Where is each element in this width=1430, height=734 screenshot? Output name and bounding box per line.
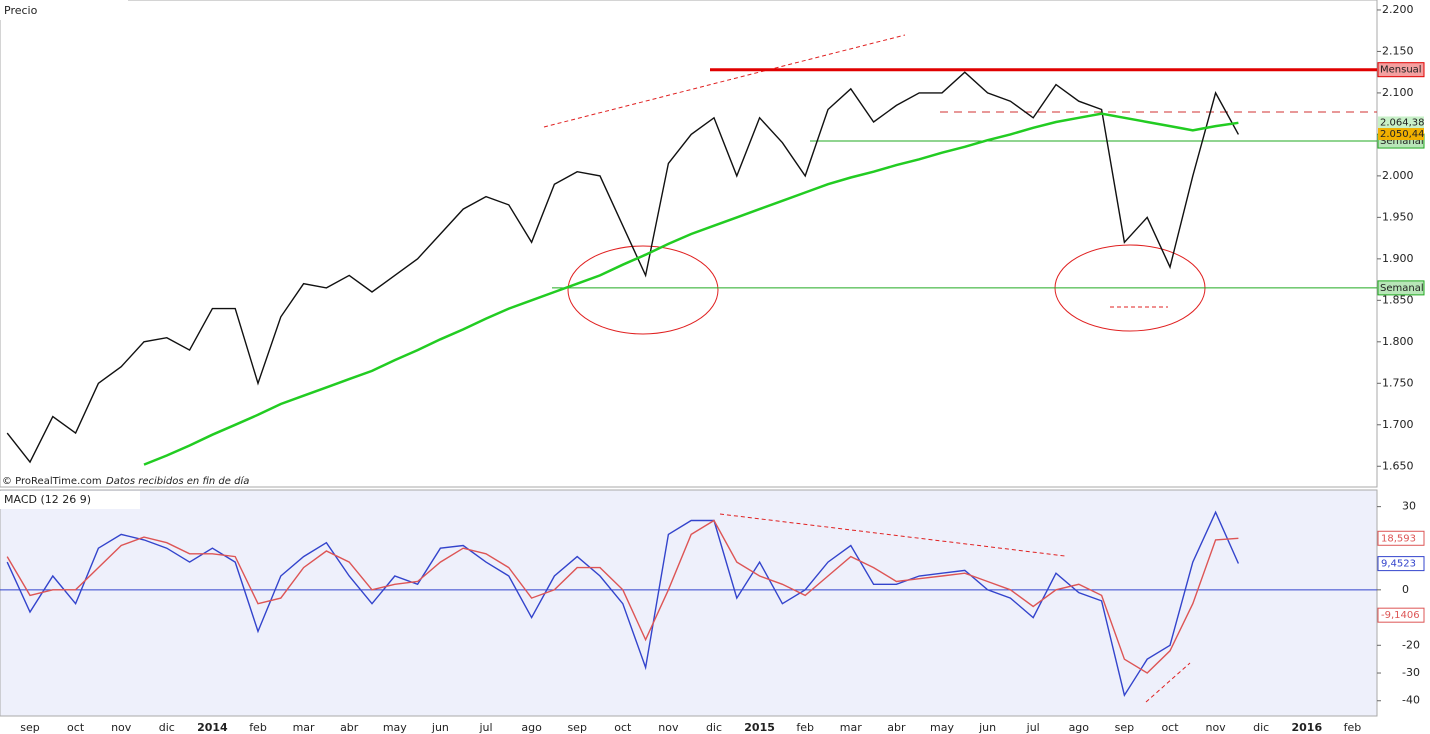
x-tick-label: abr [887, 721, 906, 734]
y-tick-label: 2.100 [1382, 86, 1414, 99]
y-tick-label: -30 [1402, 666, 1420, 679]
y-tick-label: 1.950 [1382, 210, 1414, 223]
level-label-box [1377, 280, 1425, 296]
x-tick-label: oct [1161, 721, 1179, 734]
x-tick-label: nov [111, 721, 132, 734]
level-label: Semanal [1380, 283, 1424, 294]
x-tick-label: feb [249, 721, 267, 734]
y-tick-label: 0 [1402, 583, 1409, 596]
macd-header [0, 491, 140, 509]
level-label-box [1377, 62, 1425, 78]
value-label-box [1377, 556, 1425, 572]
value-label: 18,593 [1381, 533, 1416, 544]
macd-line [6, 510, 1240, 697]
y-tick-label: 30 [1402, 500, 1416, 513]
x-tick-label: sep [567, 721, 586, 734]
x-tick-label: feb [796, 721, 814, 734]
y-tick-label: 1.650 [1382, 459, 1414, 472]
x-tick-label: dic [706, 721, 722, 734]
y-tick-label: 1.800 [1382, 335, 1414, 348]
x-tick-label: jun [431, 721, 449, 734]
signal-line [6, 519, 1239, 674]
price-label: 2.050,44 [1380, 129, 1425, 140]
x-tick-label: ago [521, 721, 542, 734]
x-tick-label: oct [67, 721, 85, 734]
x-tick-label: sep [20, 721, 39, 734]
x-tick-label: may [930, 721, 954, 734]
x-tick-label: 2014 [197, 721, 228, 734]
x-tick-label: 2015 [744, 721, 775, 734]
y-tick-label: 1.900 [1382, 252, 1414, 265]
x-tick-label: oct [614, 721, 632, 734]
price-label-box [1378, 116, 1424, 129]
x-tick-label: jul [1026, 721, 1040, 734]
x-tick-label: abr [340, 721, 359, 734]
arrow [1145, 662, 1191, 703]
y-tick-label: -20 [1402, 638, 1420, 651]
level-label: Semanal [1380, 136, 1424, 147]
x-tick-label: ago [1069, 721, 1090, 734]
x-tick-label: 2016 [1291, 721, 1322, 734]
x-tick-label: dic [1253, 721, 1269, 734]
y-tick-label: 2.000 [1382, 169, 1414, 182]
y-tick-label: 2.200 [1382, 3, 1414, 16]
value-label-box [1377, 530, 1425, 546]
x-tick-label: nov [1205, 721, 1226, 734]
arrow [719, 513, 1066, 557]
arrow [543, 34, 906, 128]
y-tick-label: 1.750 [1382, 376, 1414, 389]
value-label: -9,1406 [1381, 610, 1420, 621]
moving-average [143, 112, 1239, 466]
y-tick-label: 1.850 [1382, 293, 1414, 306]
value-label: 9,4523 [1381, 559, 1416, 570]
x-tick-label: sep [1115, 721, 1134, 734]
panel-title: Precio [4, 4, 38, 17]
note: Datos recibidos en fin de día [106, 475, 249, 487]
x-tick-label: dic [159, 721, 175, 734]
x-tick-label: jun [978, 721, 996, 734]
y-tick-label: 1.700 [1382, 418, 1414, 431]
x-tick-label: feb [1344, 721, 1362, 734]
y-tick-label: -40 [1402, 694, 1420, 707]
ellipse [567, 245, 719, 335]
x-tick-label: mar [840, 721, 862, 734]
macd-panel [0, 489, 1378, 717]
price-line [6, 71, 1240, 464]
price-panel [0, 0, 1378, 488]
level-label: Mensual [1380, 65, 1422, 76]
price-label: 2.064,38 [1380, 117, 1425, 128]
x-tick-label: nov [658, 721, 679, 734]
value-label-box [1377, 607, 1425, 623]
price-header [0, 0, 128, 20]
x-tick-label: mar [293, 721, 315, 734]
x-tick-label: may [383, 721, 407, 734]
x-tick-label: jul [478, 721, 492, 734]
price-label-box [1378, 128, 1424, 141]
panel-title: MACD (12 26 9) [4, 493, 91, 506]
source: © ProRealTime.com [2, 476, 102, 487]
y-tick-label: 2.150 [1382, 44, 1414, 57]
